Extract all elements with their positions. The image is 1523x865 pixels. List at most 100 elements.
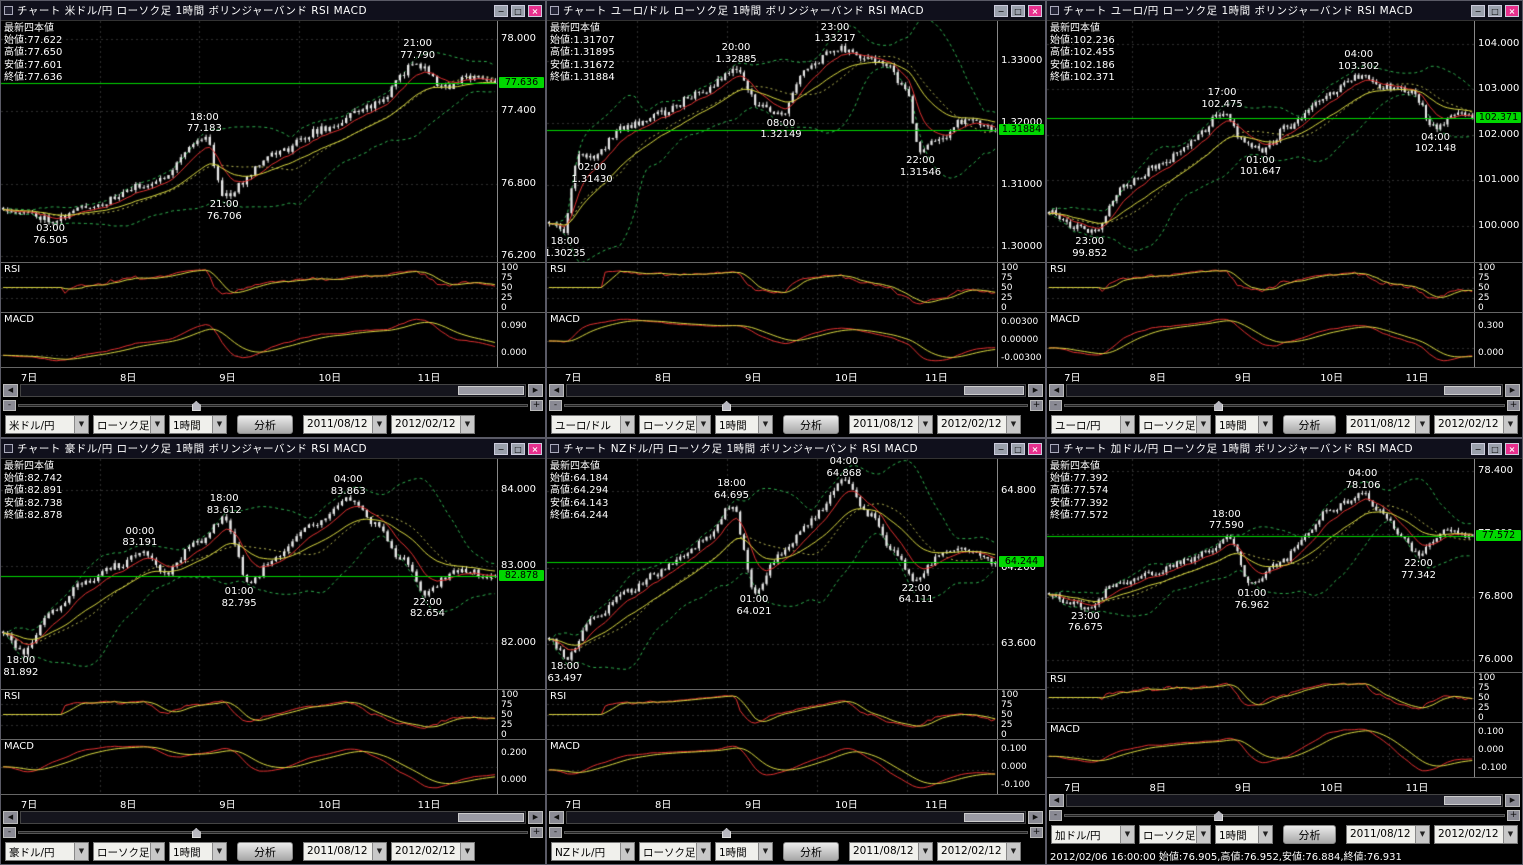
scrollbar-track[interactable] [1066, 794, 1503, 807]
date-to-select[interactable]: 2012/02/12 ▼ [937, 415, 1021, 434]
minimize-button[interactable]: − [494, 442, 508, 455]
chevron-down-icon[interactable]: ▼ [758, 416, 772, 433]
zoom-slider-thumb[interactable] [191, 401, 201, 411]
date-from-select[interactable]: 2011/08/12 ▼ [849, 415, 933, 434]
chevron-down-icon[interactable]: ▼ [74, 416, 88, 433]
scroll-right-button[interactable]: ▶ [1028, 384, 1043, 397]
date-to-select[interactable]: 2012/02/12 ▼ [937, 842, 1021, 861]
scroll-right-button[interactable]: ▶ [528, 811, 543, 824]
chevron-down-icon[interactable]: ▼ [1120, 826, 1134, 843]
zoom-slider-thumb[interactable] [722, 401, 732, 411]
window-titlebar[interactable]: チャート 加ドル/円 ローソク足 1時間 ボリンジャーバンド RSI MACD … [1047, 439, 1522, 459]
chevron-down-icon[interactable]: ▼ [1415, 826, 1429, 843]
candlestick-chart-canvas[interactable] [1, 459, 497, 689]
chevron-down-icon[interactable]: ▼ [696, 416, 710, 433]
scrollbar-thumb[interactable] [1444, 386, 1501, 395]
date-to-select[interactable]: 2012/02/12 ▼ [391, 415, 475, 434]
maximize-button[interactable]: □ [511, 4, 525, 17]
macd-chart-canvas[interactable] [1, 740, 497, 794]
currency-pair-select[interactable]: 豪ドル/円 ▼ [5, 842, 89, 861]
rsi-chart-canvas[interactable] [547, 263, 997, 312]
minimize-button[interactable]: − [1471, 4, 1485, 17]
zoom-out-button[interactable]: - [1049, 810, 1062, 821]
scrollbar-thumb[interactable] [458, 386, 524, 395]
zoom-slider-track[interactable] [564, 401, 1028, 411]
macd-chart-canvas[interactable] [547, 313, 997, 367]
chart-type-select[interactable]: ローソク足 ▼ [1139, 825, 1211, 844]
maximize-button[interactable]: □ [1488, 442, 1502, 455]
currency-pair-select[interactable]: ユーロ/円 ▼ [1051, 415, 1135, 434]
chart-type-select[interactable]: ローソク足 ▼ [93, 842, 165, 861]
scrollbar-track[interactable] [20, 811, 526, 824]
chevron-down-icon[interactable]: ▼ [620, 843, 634, 860]
chevron-down-icon[interactable]: ▼ [1196, 416, 1210, 433]
window-titlebar[interactable]: チャート NZドル/円 ローソク足 1時間 ボリンジャーバンド RSI MACD… [547, 439, 1045, 459]
analyze-button[interactable]: 分析 [237, 415, 293, 434]
minimize-button[interactable]: − [994, 4, 1008, 17]
chart-type-select[interactable]: ローソク足 ▼ [1139, 415, 1211, 434]
zoom-in-button[interactable]: + [1030, 400, 1043, 411]
scrollbar-thumb[interactable] [1444, 796, 1501, 805]
rsi-chart-canvas[interactable] [1, 690, 497, 739]
chart-type-select[interactable]: ローソク足 ▼ [639, 415, 711, 434]
date-from-select[interactable]: 2011/08/12 ▼ [303, 842, 387, 861]
rsi-chart-canvas[interactable] [547, 690, 997, 739]
chevron-down-icon[interactable]: ▼ [212, 416, 226, 433]
scroll-left-button[interactable]: ◀ [1049, 384, 1064, 397]
chevron-down-icon[interactable]: ▼ [1006, 416, 1020, 433]
close-button[interactable]: × [528, 442, 542, 455]
minimize-button[interactable]: − [494, 4, 508, 17]
chevron-down-icon[interactable]: ▼ [372, 416, 386, 433]
scroll-left-button[interactable]: ◀ [3, 811, 18, 824]
scrollbar-thumb[interactable] [458, 813, 524, 822]
scroll-left-button[interactable]: ◀ [549, 384, 564, 397]
zoom-slider-track[interactable] [1064, 401, 1505, 411]
minimize-button[interactable]: − [994, 442, 1008, 455]
close-button[interactable]: × [528, 4, 542, 17]
date-from-select[interactable]: 2011/08/12 ▼ [1346, 825, 1430, 844]
scroll-left-button[interactable]: ◀ [549, 811, 564, 824]
candlestick-chart-canvas[interactable] [547, 21, 997, 262]
candlestick-chart-canvas[interactable] [1047, 21, 1474, 262]
currency-pair-select[interactable]: 米ドル/円 ▼ [5, 415, 89, 434]
zoom-slider-thumb[interactable] [191, 828, 201, 838]
maximize-button[interactable]: □ [1011, 442, 1025, 455]
timeframe-select[interactable]: 1時間 ▼ [715, 842, 773, 861]
zoom-in-button[interactable]: + [1030, 827, 1043, 838]
chevron-down-icon[interactable]: ▼ [696, 843, 710, 860]
chevron-down-icon[interactable]: ▼ [460, 416, 474, 433]
chart-type-select[interactable]: ローソク足 ▼ [93, 415, 165, 434]
close-button[interactable]: × [1505, 442, 1519, 455]
chevron-down-icon[interactable]: ▼ [758, 843, 772, 860]
analyze-button[interactable]: 分析 [783, 415, 839, 434]
zoom-out-button[interactable]: - [3, 827, 16, 838]
chevron-down-icon[interactable]: ▼ [918, 416, 932, 433]
date-from-select[interactable]: 2011/08/12 ▼ [303, 415, 387, 434]
zoom-in-button[interactable]: + [1507, 400, 1520, 411]
chevron-down-icon[interactable]: ▼ [1120, 416, 1134, 433]
chevron-down-icon[interactable]: ▼ [918, 843, 932, 860]
chevron-down-icon[interactable]: ▼ [1258, 826, 1272, 843]
macd-chart-canvas[interactable] [547, 740, 997, 794]
timeframe-select[interactable]: 1時間 ▼ [1215, 415, 1273, 434]
chevron-down-icon[interactable]: ▼ [150, 416, 164, 433]
zoom-out-button[interactable]: - [549, 827, 562, 838]
scrollbar-thumb[interactable] [964, 386, 1024, 395]
candlestick-chart-canvas[interactable] [1047, 459, 1474, 672]
scroll-right-button[interactable]: ▶ [1505, 794, 1520, 807]
timeframe-select[interactable]: 1時間 ▼ [169, 415, 227, 434]
date-from-select[interactable]: 2011/08/12 ▼ [1346, 415, 1430, 434]
zoom-slider-track[interactable] [1064, 811, 1505, 821]
timeframe-select[interactable]: 1時間 ▼ [169, 842, 227, 861]
scrollbar-track[interactable] [566, 811, 1026, 824]
close-button[interactable]: × [1505, 4, 1519, 17]
window-titlebar[interactable]: チャート ユーロ/円 ローソク足 1時間 ボリンジャーバンド RSI MACD … [1047, 1, 1522, 21]
chevron-down-icon[interactable]: ▼ [212, 843, 226, 860]
window-titlebar[interactable]: チャート 豪ドル/円 ローソク足 1時間 ボリンジャーバンド RSI MACD … [1, 439, 545, 459]
analyze-button[interactable]: 分析 [1283, 415, 1336, 434]
zoom-slider-thumb[interactable] [1214, 811, 1224, 821]
close-button[interactable]: × [1028, 4, 1042, 17]
zoom-out-button[interactable]: - [549, 400, 562, 411]
chevron-down-icon[interactable]: ▼ [1503, 416, 1517, 433]
currency-pair-select[interactable]: 加ドル/円 ▼ [1051, 825, 1135, 844]
